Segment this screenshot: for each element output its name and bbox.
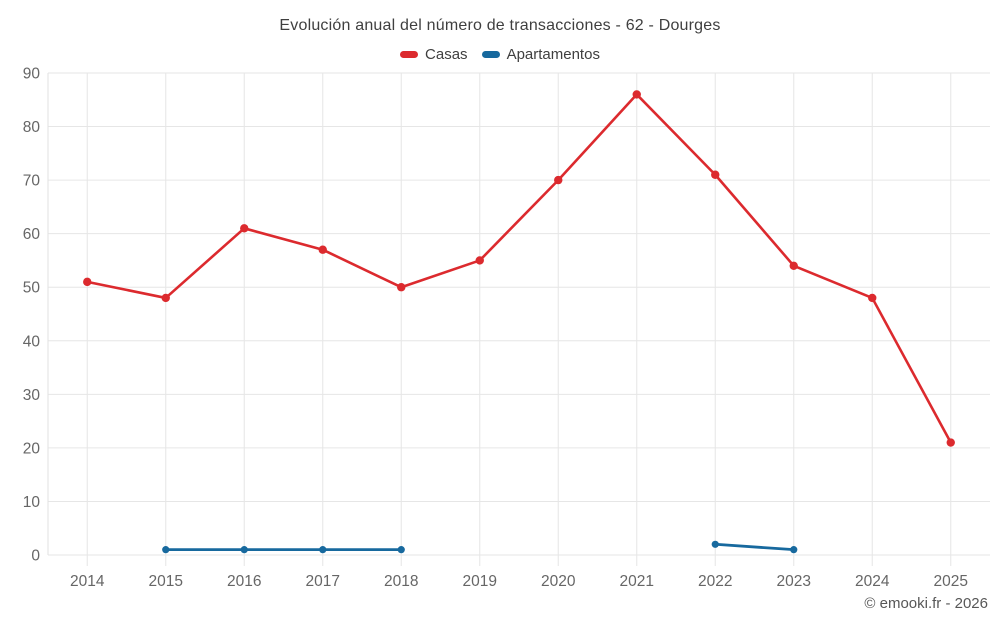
y-tick-label: 40 [23, 333, 41, 350]
y-tick-label: 70 [23, 173, 41, 190]
data-point-casas[interactable] [83, 277, 92, 287]
y-tick-label: 20 [23, 440, 41, 457]
y-tick-label: 50 [23, 280, 41, 297]
data-point-casas[interactable] [240, 224, 249, 233]
data-point-casas[interactable] [554, 175, 563, 185]
y-tick-label: 30 [23, 387, 41, 404]
series-line-apartamentos [713, 542, 796, 552]
data-point-apartamentos[interactable] [240, 546, 248, 554]
x-tick-label: 2015 [149, 573, 183, 590]
legend-swatch-icon [400, 51, 419, 58]
data-point-apartamentos[interactable] [162, 546, 170, 554]
x-tick-label: 2020 [541, 573, 576, 590]
legend-label: Casas [425, 46, 468, 63]
y-tick-label: 10 [23, 494, 41, 511]
legend-label: Apartamentos [506, 46, 600, 63]
data-point-apartamentos[interactable] [711, 540, 719, 548]
legend: Casas Apartamentos [0, 46, 1000, 63]
data-point-casas[interactable] [868, 293, 877, 303]
x-tick-label: 2022 [698, 573, 732, 590]
x-tick-label: 2014 [70, 573, 105, 590]
data-point-casas[interactable] [475, 256, 484, 265]
x-tick-label: 2019 [463, 573, 497, 590]
y-tick-label: 60 [23, 226, 41, 243]
x-tick-label: 2024 [855, 573, 890, 590]
data-point-casas[interactable] [789, 261, 798, 270]
x-tick-label: 2017 [306, 573, 340, 590]
y-tick-label: 0 [31, 548, 40, 565]
data-point-casas[interactable] [632, 90, 641, 99]
series-line-casas [85, 93, 953, 444]
attribution: © emooki.fr - 2026 [864, 595, 988, 612]
data-point-apartamentos[interactable] [319, 546, 327, 554]
x-tick-label: 2016 [227, 573, 261, 590]
y-tick-label: 80 [23, 119, 41, 136]
x-tick-label: 2021 [620, 573, 654, 590]
chart-title: Evolución anual del número de transaccio… [279, 17, 721, 34]
data-point-casas[interactable] [946, 438, 955, 447]
legend-swatch-icon [481, 51, 500, 58]
y-tick-label: 90 [23, 66, 41, 83]
data-point-casas[interactable] [161, 293, 170, 303]
x-tick-label: 2023 [777, 573, 811, 590]
legend-item-casas[interactable]: Casas [400, 46, 468, 63]
data-point-apartamentos[interactable] [790, 546, 798, 554]
data-point-casas[interactable] [711, 170, 720, 179]
data-point-casas[interactable] [318, 245, 327, 254]
legend-item-apartamentos[interactable]: Apartamentos [481, 46, 600, 63]
data-point-casas[interactable] [397, 283, 406, 292]
x-tick-label: 2018 [384, 573, 418, 590]
data-point-apartamentos[interactable] [397, 546, 405, 554]
x-tick-label: 2025 [934, 573, 968, 590]
